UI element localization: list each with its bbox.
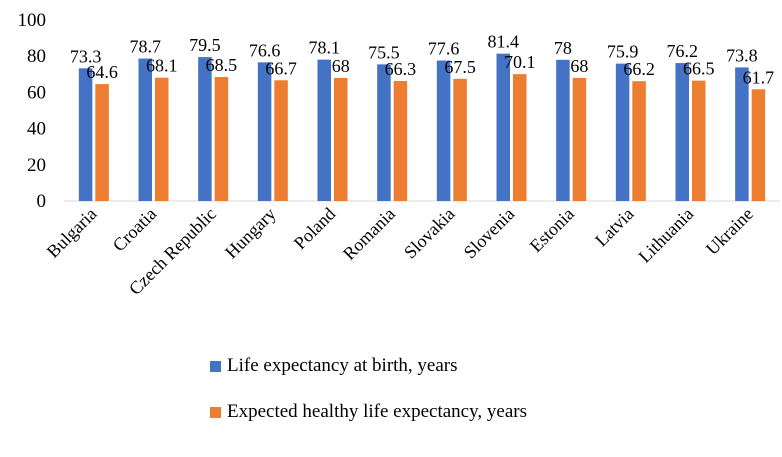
- value-label: 76.6: [249, 40, 281, 60]
- y-tick-label: 100: [18, 10, 47, 31]
- bar: [436, 60, 451, 201]
- bar: [632, 81, 646, 201]
- x-tick-label: Croatia: [109, 204, 161, 256]
- y-tick-label: 20: [27, 155, 46, 176]
- value-label: 79.5: [189, 35, 221, 55]
- x-tick-label: Bulgaria: [43, 204, 101, 262]
- value-label: 75.9: [607, 42, 639, 62]
- bar: [556, 59, 570, 201]
- legend-label: Expected healthy life expectancy, years: [227, 401, 527, 422]
- value-label: 78.1: [309, 38, 341, 58]
- y-tick-label: 80: [27, 46, 46, 67]
- value-label: 78.7: [130, 37, 162, 57]
- bar: [334, 77, 348, 201]
- x-tick-label: Lithuania: [634, 204, 697, 267]
- legend-item: Expected healthy life expectancy, years: [210, 401, 557, 423]
- value-label: 73.3: [70, 46, 102, 66]
- x-tick-label: Ukraine: [702, 204, 757, 259]
- x-tick-label: Slovakia: [400, 204, 459, 263]
- value-label: 68.1: [146, 56, 178, 76]
- value-label: 70.1: [504, 52, 536, 72]
- bar: [138, 58, 152, 201]
- value-label: 66.2: [623, 59, 655, 79]
- bar: [393, 80, 408, 201]
- value-label: 68: [570, 56, 588, 76]
- y-tick-label: 40: [27, 119, 46, 140]
- bar: [78, 68, 93, 202]
- value-label: 77.6: [428, 39, 460, 59]
- bar: [675, 63, 689, 201]
- x-tick-label: Hungary: [221, 204, 280, 263]
- bar: [274, 80, 288, 201]
- legend-swatch: [210, 361, 221, 372]
- bar: [735, 67, 749, 201]
- value-label: 75.5: [368, 42, 400, 62]
- x-tick-label: Estonia: [526, 204, 578, 256]
- value-label: 81.4: [488, 32, 520, 52]
- value-label: 66.3: [385, 59, 417, 79]
- x-tick-label: Slovenia: [460, 204, 519, 263]
- bar: [513, 74, 527, 201]
- value-label: 64.6: [86, 62, 118, 82]
- x-tick-label: Latvia: [591, 204, 638, 251]
- bar: [496, 53, 510, 201]
- y-tick-label: 60: [27, 82, 46, 103]
- value-label: 68.5: [206, 55, 238, 75]
- x-tick-label: Poland: [290, 204, 340, 254]
- bar: [257, 62, 272, 201]
- bar: [453, 78, 467, 201]
- legend-label: Life expectancy at birth, years: [227, 355, 458, 376]
- value-label: 66.7: [265, 58, 297, 78]
- bar: [155, 77, 169, 201]
- legend-swatch: [210, 407, 221, 418]
- x-tick-label: Romania: [339, 204, 399, 264]
- y-tick-label: 0: [37, 191, 47, 212]
- bar: [692, 80, 706, 201]
- bar: [615, 63, 630, 201]
- bar: [572, 77, 587, 201]
- legend-item: Life expectancy at birth, years: [210, 355, 557, 377]
- value-label: 78: [554, 38, 572, 58]
- value-label: 66.5: [683, 59, 715, 79]
- bar: [317, 59, 331, 201]
- bar: [95, 84, 109, 201]
- value-label: 76.2: [667, 41, 699, 61]
- value-label: 67.5: [444, 57, 476, 77]
- bar: [377, 64, 391, 201]
- bar: [214, 77, 229, 201]
- value-label: 68: [332, 56, 350, 76]
- value-label: 73.8: [726, 45, 758, 65]
- bar: [198, 57, 212, 202]
- value-label: 61.7: [743, 67, 775, 87]
- bar: [751, 89, 766, 201]
